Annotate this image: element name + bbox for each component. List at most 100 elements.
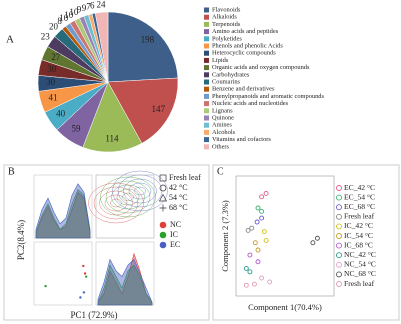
scatter-point: [247, 269, 253, 275]
legend-label: NC_42 °C: [344, 250, 376, 259]
contour: [134, 186, 146, 196]
legend-label: 54 °C: [169, 193, 188, 202]
slice-label: 9: [82, 3, 87, 13]
scatter-point: [85, 275, 88, 278]
y-axis-label: Component 2 (7.3%): [220, 200, 230, 272]
legend-label: Amines: [212, 122, 232, 129]
legend-label: Coumarins: [212, 78, 241, 85]
scatter-point: [247, 252, 253, 258]
x-axis-label: Component 1(70.4%): [248, 302, 322, 312]
slice-label: 27: [51, 52, 61, 62]
panel-frame: [212, 164, 400, 321]
legend-swatch: [204, 14, 209, 20]
legend-label: Flavonoids: [212, 6, 241, 13]
panel-label: A: [6, 34, 14, 46]
scatter-point: [83, 272, 87, 275]
density-area: [35, 183, 91, 239]
subplot-frame: [33, 241, 93, 306]
legend-marker: [336, 281, 342, 287]
scatter-point: [79, 296, 82, 299]
legend-swatch: [204, 29, 209, 35]
contour: [128, 182, 152, 200]
scatter-point: [259, 208, 265, 214]
legend-marker: [336, 233, 342, 239]
scatter-point: [249, 225, 255, 231]
legend-label: 68 °C: [169, 203, 188, 212]
legend-marker: [336, 271, 342, 278]
contour: [110, 198, 122, 208]
contour: [100, 176, 156, 218]
legend-label: Nucleic acids and nucleotides: [212, 100, 289, 107]
slice-label: 8: [57, 16, 62, 26]
legend-label: Carbohydrates: [212, 71, 250, 78]
legend-marker: [159, 221, 167, 229]
scatter-point: [263, 238, 269, 243]
subplot-frame: [95, 241, 155, 306]
legend-swatch: [204, 86, 209, 92]
legend-label: Fresh leaf: [344, 212, 375, 221]
contour: [123, 178, 157, 204]
slice-label: 10: [59, 13, 69, 23]
scatter-point: [259, 215, 265, 221]
scatter-point: [255, 205, 261, 211]
legend-label: Alkaloids: [212, 14, 237, 21]
contour: [112, 170, 168, 212]
pie-slice: [107, 11, 179, 83]
pie-slice: [107, 77, 179, 144]
plot-frame: [235, 175, 335, 297]
scatter-point: [314, 235, 320, 241]
legend-label: Amino acids and peptides: [212, 28, 279, 35]
legend-marker: [159, 184, 167, 192]
legend-swatch: [204, 108, 209, 114]
slice-label: 198: [141, 34, 155, 44]
panel-label: B: [8, 166, 15, 177]
slice-label: 6: [90, 1, 95, 11]
scatter-point: [261, 229, 267, 234]
legend-marker: [336, 185, 342, 191]
legend-swatch: [204, 144, 209, 150]
slice-label: 147: [151, 104, 165, 114]
pie-slice: [82, 81, 143, 153]
legend-label: IC_68 °C: [344, 240, 373, 249]
contour: [104, 194, 128, 212]
slice-label: 41: [49, 93, 58, 103]
panel-frame: [3, 164, 210, 321]
slice-label: 9: [77, 5, 82, 15]
legend-swatch: [204, 72, 209, 78]
legend-label: NC_68 °C: [344, 269, 376, 278]
legend-label: Quinone: [212, 114, 234, 121]
slice-label: 30: [46, 77, 56, 87]
legend-swatch: [204, 36, 209, 42]
scatter-point: [243, 266, 249, 271]
slice-label: 20: [49, 22, 59, 32]
legend-swatch: [204, 50, 209, 56]
slice-label: 59: [71, 124, 81, 134]
legend-label: Fresh leaf: [169, 173, 201, 182]
legend-swatch: [204, 115, 209, 121]
legend-label: Lignans: [212, 107, 233, 114]
density-area: [97, 258, 153, 306]
legend-label: Polyketides: [212, 35, 242, 42]
legend-marker: [336, 261, 342, 268]
x-axis-label: PC1 (72.9%): [71, 310, 118, 320]
scatter-point: [259, 275, 265, 281]
legend-marker: [336, 213, 342, 220]
scatter-point: [243, 282, 249, 288]
slice-label: 40: [56, 108, 66, 118]
legend-label: Phenylpropanoids and aromatic compounds: [212, 93, 325, 100]
scatter-point: [263, 190, 269, 196]
legend-swatch: [204, 129, 209, 135]
legend-marker: [158, 193, 168, 202]
scatter-point: [310, 240, 316, 246]
legend-swatch: [204, 43, 209, 49]
scatter-point: [82, 264, 85, 268]
legend-swatch: [204, 122, 209, 128]
panel-label: C: [217, 166, 224, 177]
slice-label: 30: [47, 64, 57, 74]
scatter-point: [251, 281, 257, 287]
scatter-point: [255, 247, 261, 253]
scatter-point: [259, 194, 265, 200]
legend-label: Benzene and derivatives: [212, 86, 275, 93]
legend-label: NC_54 °C: [344, 260, 376, 269]
